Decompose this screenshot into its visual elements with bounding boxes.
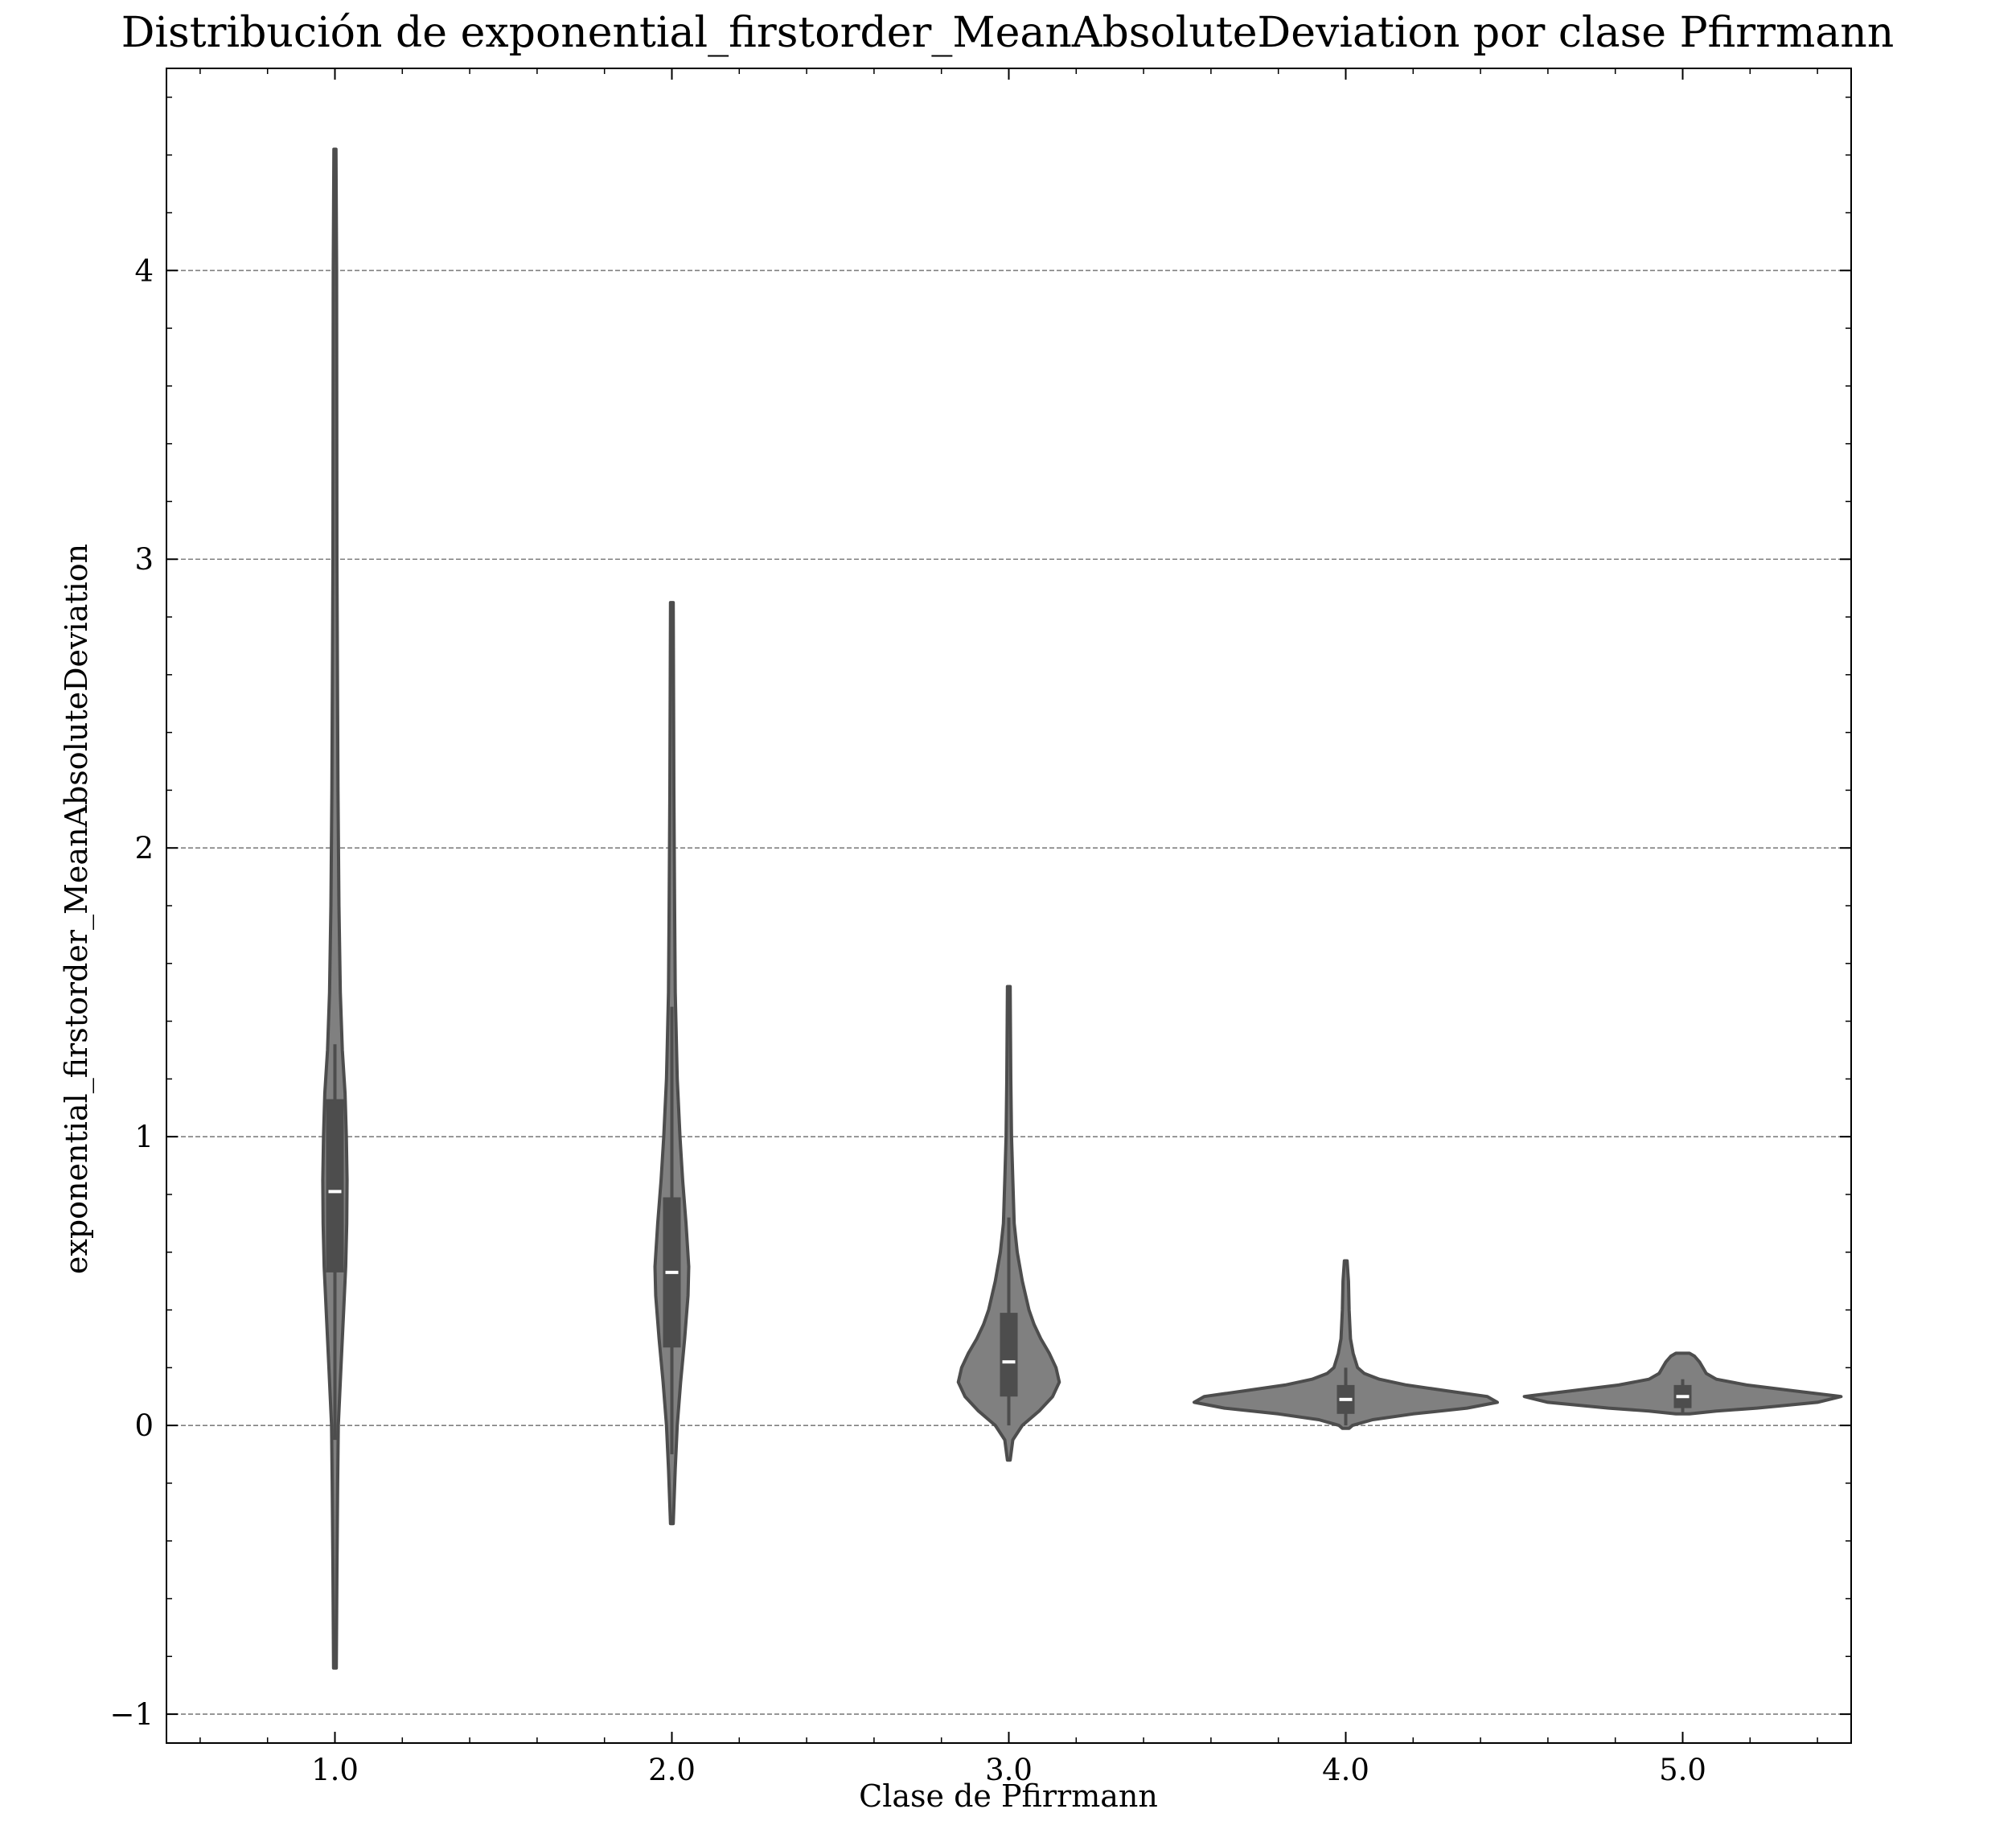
x-tick-label: 1.0 <box>311 1753 359 1787</box>
y-tick-label: 4 <box>134 253 154 288</box>
x-tick-label: 5.0 <box>1659 1753 1706 1787</box>
y-tick-label: 3 <box>134 542 154 577</box>
chart-title: Distribución de exponential_firstorder_M… <box>121 9 1895 57</box>
violin-body-4 <box>1193 1259 1499 1430</box>
violins <box>321 147 1843 1670</box>
violin-body-1 <box>321 147 349 1670</box>
y-tick-label: 0 <box>134 1408 154 1443</box>
x-axis-label: Clase de Pfirrmann <box>859 1778 1158 1814</box>
axis-ticks: −1 0 1 2 3 4 1.0 2.0 3.0 4.0 5.0 <box>109 68 1851 1787</box>
x-tick-label: 2.0 <box>648 1753 696 1787</box>
violin-iqr-box <box>326 1099 344 1272</box>
y-axis-label: exponential_firstorder_MeanAbsoluteDevia… <box>59 544 95 1274</box>
y-tick-label: 2 <box>134 831 154 865</box>
x-tick-label: 4.0 <box>1322 1753 1369 1787</box>
x-tick-label: 3.0 <box>985 1753 1033 1787</box>
y-tick-label: −1 <box>109 1697 154 1732</box>
violin-iqr-box <box>1000 1313 1018 1397</box>
y-tick-label: 1 <box>134 1120 154 1154</box>
